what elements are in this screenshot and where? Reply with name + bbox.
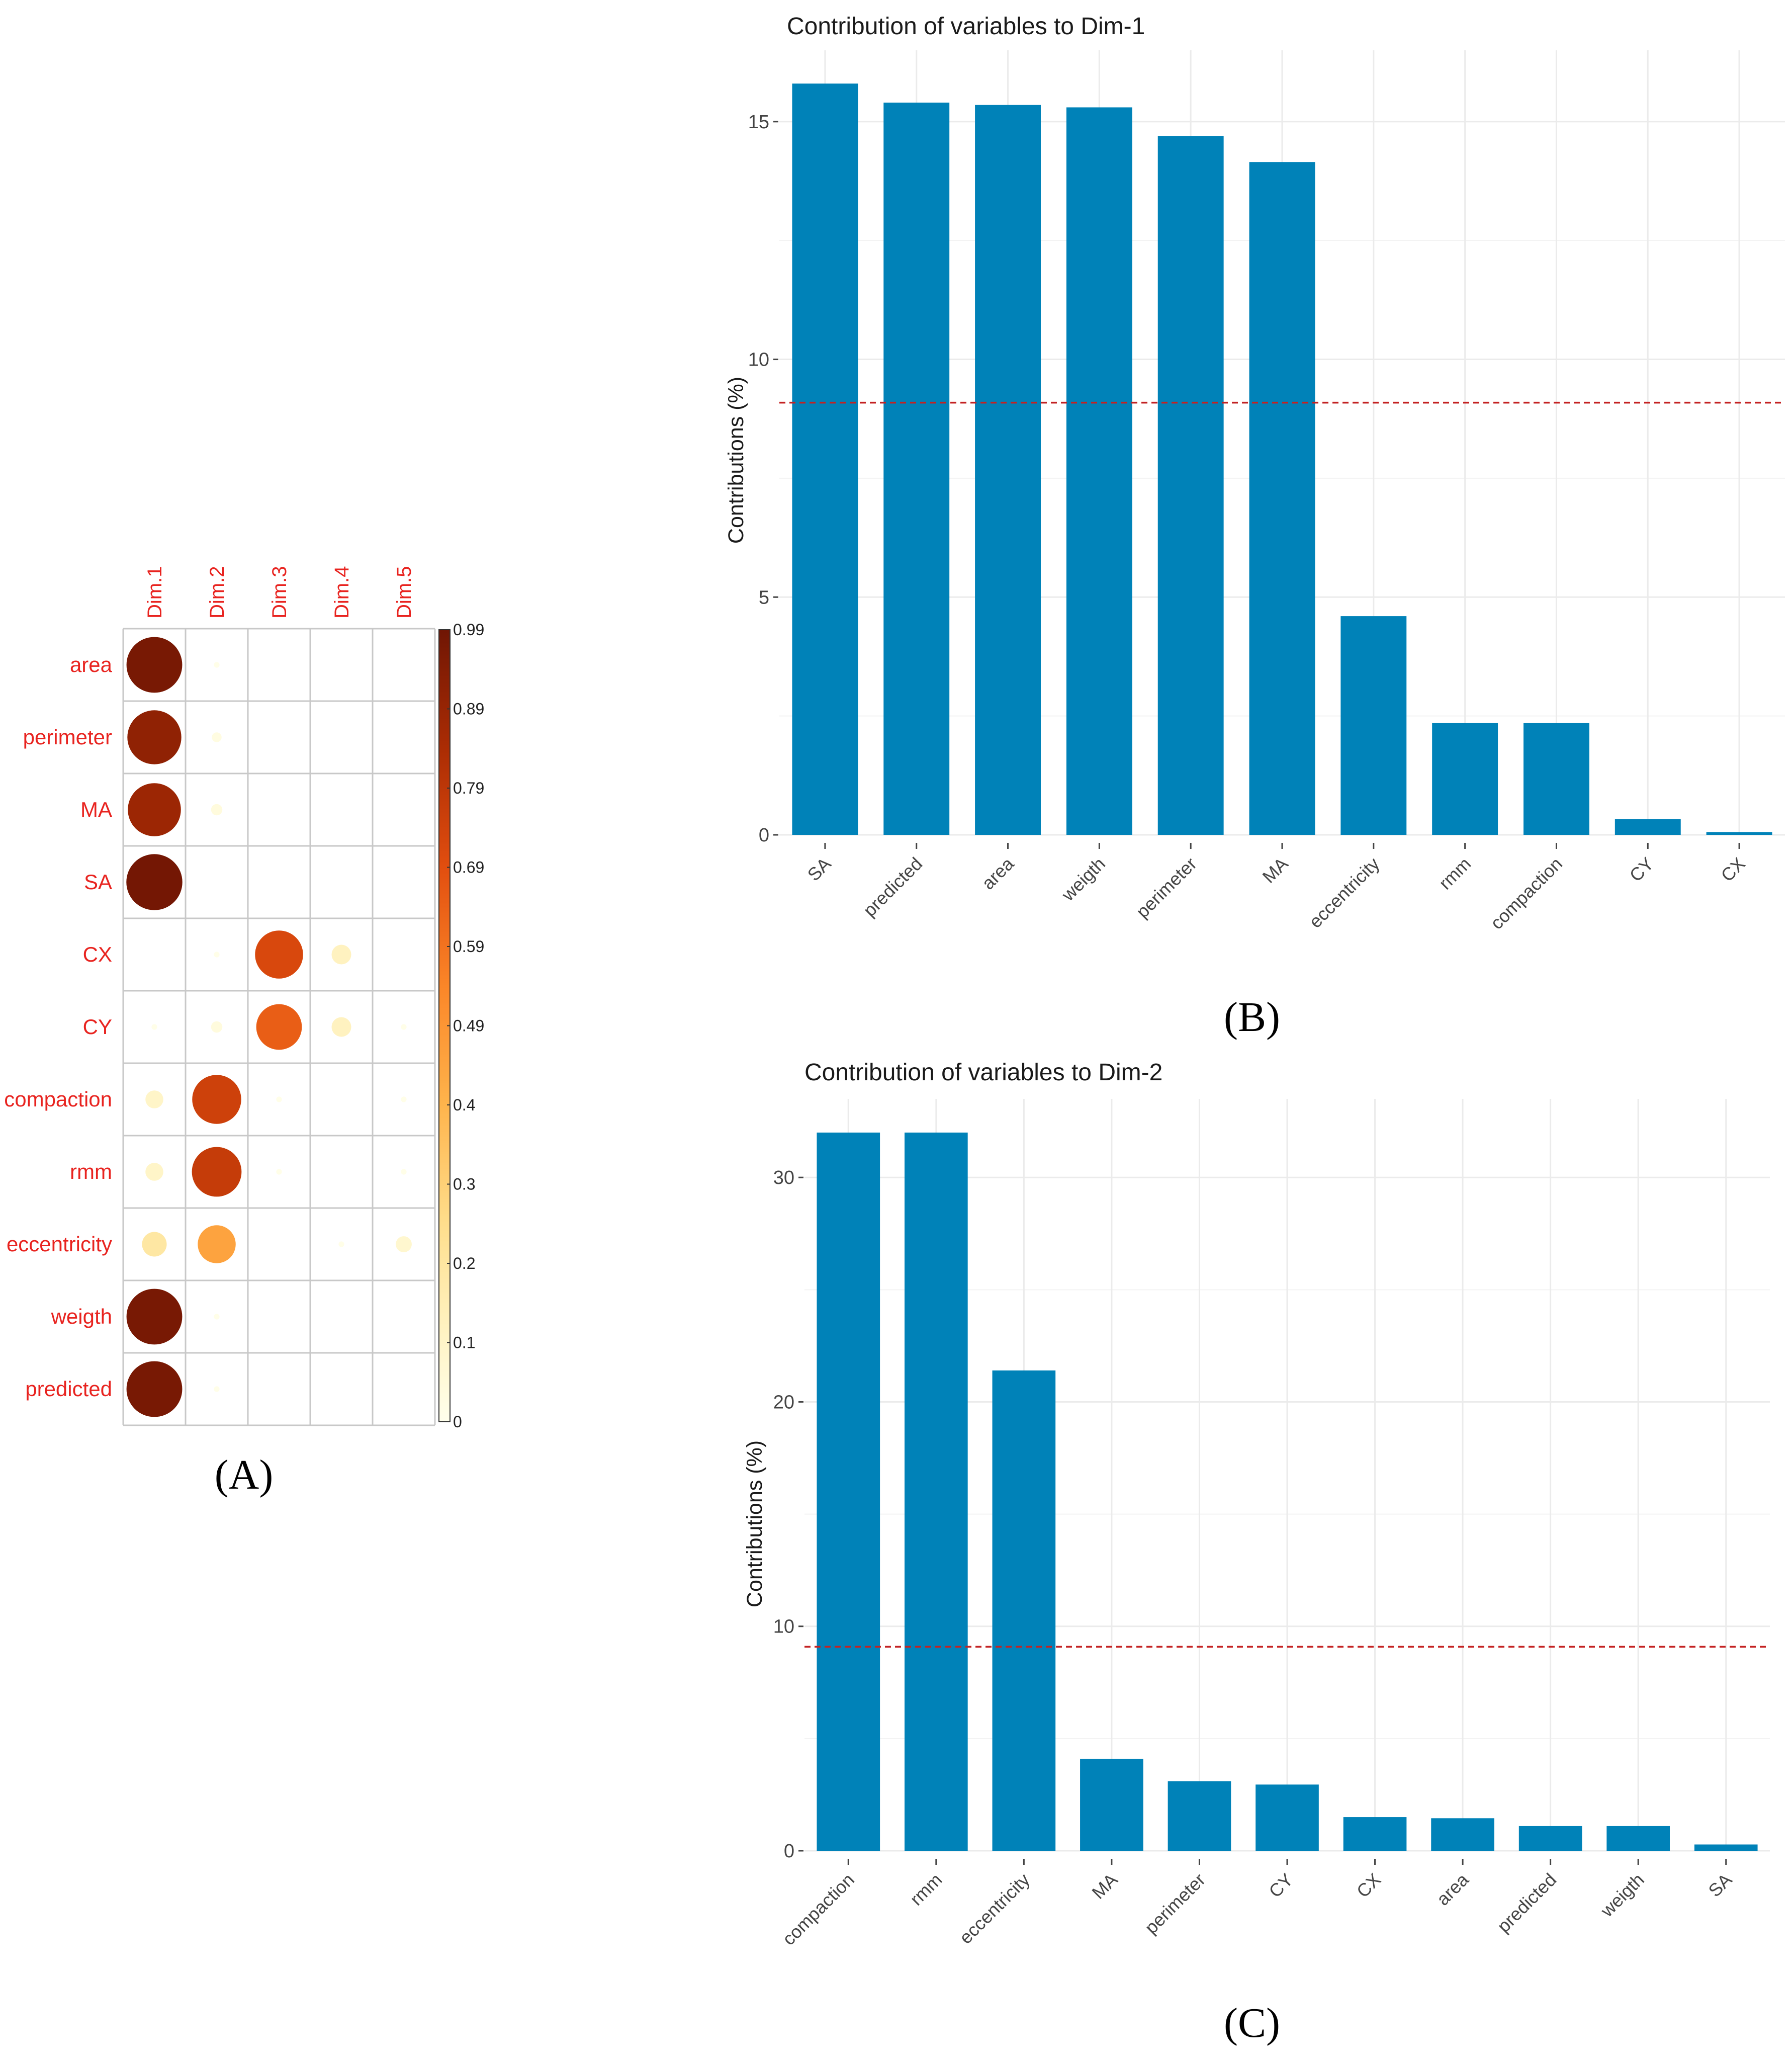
bar: [904, 1132, 968, 1851]
colorbar-tick-label: 0.79: [453, 779, 484, 797]
bar: [1706, 832, 1772, 835]
panel-b-label: (B): [1224, 994, 1280, 1041]
correlation-circle: [401, 1096, 407, 1102]
row-label: SA: [84, 870, 112, 894]
bar: [1249, 162, 1315, 835]
bar: [1615, 819, 1681, 835]
colorbar-tick-label: 0.99: [453, 621, 484, 639]
correlation-circle: [331, 1017, 351, 1037]
correlation-circle: [151, 1024, 157, 1030]
column-label: Dim.2: [206, 566, 228, 619]
bar: [1256, 1784, 1319, 1851]
panel-c-label: (C): [1224, 2000, 1280, 2046]
correlation-circle: [214, 952, 220, 958]
bar: [1431, 1818, 1494, 1851]
correlation-circle: [331, 944, 351, 965]
bar: [1080, 1759, 1143, 1851]
correlation-circle: [127, 710, 182, 764]
bar: [975, 105, 1041, 835]
correlation-circle: [192, 1147, 242, 1197]
correlation-circle: [145, 1163, 163, 1181]
bar: [1168, 1781, 1231, 1851]
row-label: perimeter: [23, 725, 112, 749]
colorbar-tick-label: 0.2: [453, 1254, 475, 1272]
row-label: CX: [83, 942, 112, 966]
colorbar-tick-label: 0.4: [453, 1096, 475, 1114]
bar: [1340, 616, 1407, 835]
colorbar-tick-label: 0: [453, 1413, 462, 1431]
correlation-circle: [198, 1225, 236, 1263]
bar: [1066, 107, 1132, 835]
bar: [1518, 1826, 1582, 1851]
correlation-circle: [126, 1361, 183, 1417]
colorbar-tick-label: 0.49: [453, 1017, 484, 1035]
column-label: Dim.3: [268, 566, 291, 619]
bar: [1524, 723, 1589, 835]
bar: [1157, 136, 1224, 835]
bar: [1694, 1844, 1758, 1851]
colorbar-tick-label: 0.1: [453, 1334, 475, 1352]
y-tick-label: 20: [773, 1392, 794, 1413]
correlation-circle: [276, 1096, 282, 1102]
bar: [992, 1370, 1056, 1851]
y-tick-label: 0: [759, 825, 769, 846]
bar: [792, 83, 858, 835]
y-tick-label: 15: [748, 112, 769, 133]
bar: [1343, 1817, 1407, 1851]
column-label: Dim.5: [393, 566, 415, 619]
correlation-circle: [212, 732, 222, 742]
row-label: MA: [80, 798, 112, 821]
correlation-circle: [142, 1232, 167, 1257]
colorbar-tick-label: 0.69: [453, 858, 484, 877]
chart-b-title: Contribution of variables to Dim-1: [787, 13, 1145, 40]
correlation-circle: [276, 1169, 282, 1175]
correlation-circle: [211, 1021, 223, 1033]
row-label: area: [70, 653, 113, 676]
row-label: rmm: [70, 1160, 112, 1183]
correlation-circle: [401, 1024, 407, 1030]
correlation-circle: [128, 783, 181, 836]
correlation-circle: [396, 1236, 412, 1252]
chart-c-y-axis-label: Contributions (%): [743, 1440, 767, 1607]
correlation-circle: [401, 1169, 407, 1175]
correlation-circle: [255, 930, 303, 979]
y-tick-label: 5: [759, 587, 769, 608]
panel-a-label: (A): [215, 1451, 274, 1498]
row-label: eccentricity: [7, 1232, 112, 1256]
panel-a-correlation-plot: Dim.1 Dim.2 Dim.3 Dim.4 Dim.5 area perimeter MA…: [4, 566, 484, 1431]
correlation-circle: [126, 854, 183, 910]
correlation-circle: [145, 1090, 163, 1108]
colorbar-tick-label: 0.3: [453, 1175, 475, 1193]
correlation-circle: [214, 662, 220, 668]
bar: [1432, 723, 1498, 835]
chart-b-y-axis-label: Contributions (%): [724, 377, 748, 544]
bar: [817, 1132, 880, 1851]
correlation-circle: [192, 1075, 241, 1124]
chart-c-title: Contribution of variables to Dim-2: [804, 1059, 1162, 1086]
row-label: compaction: [4, 1087, 112, 1111]
correlation-circle: [214, 1386, 220, 1392]
bar: [1606, 1826, 1670, 1851]
correlation-circle: [338, 1241, 344, 1247]
correlation-circle: [256, 1004, 302, 1050]
correlation-circle: [214, 1314, 220, 1320]
colorbar-tick-label: 0.89: [453, 700, 484, 718]
y-tick-label: 10: [773, 1616, 794, 1638]
y-tick-label: 0: [784, 1841, 794, 1862]
y-tick-label: 30: [773, 1167, 794, 1188]
bar: [883, 103, 950, 835]
column-label: Dim.1: [144, 566, 166, 619]
correlation-circle: [126, 1288, 183, 1345]
column-label: Dim.4: [331, 566, 353, 619]
colorbar-tick-label: 0.59: [453, 937, 484, 956]
y-tick-label: 10: [748, 350, 769, 371]
row-label: predicted: [25, 1377, 112, 1401]
row-label: CY: [83, 1015, 112, 1039]
correlation-circle: [211, 804, 223, 816]
correlation-circle: [126, 637, 183, 693]
row-label: weigth: [51, 1305, 112, 1328]
